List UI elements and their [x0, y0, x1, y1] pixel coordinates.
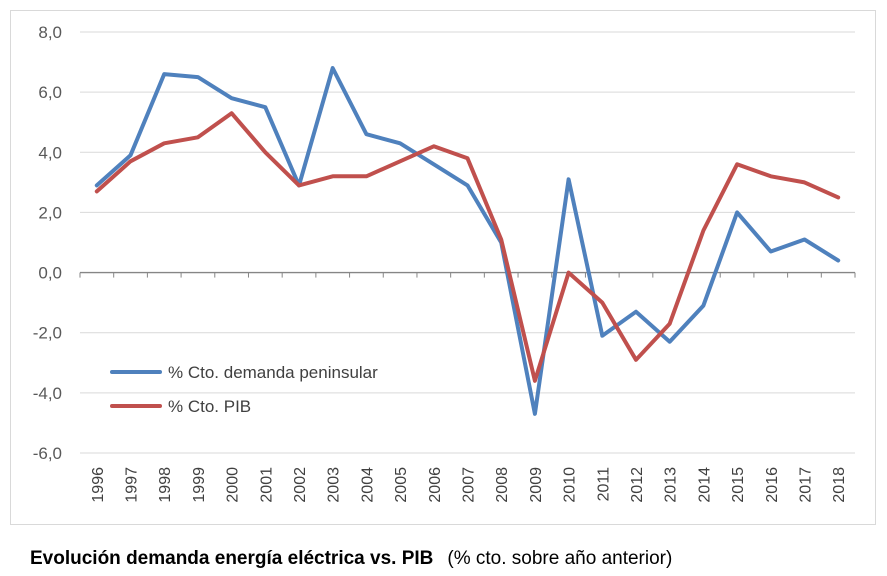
- x-tick-label: 1999: [191, 467, 208, 503]
- x-tick-label: 2006: [427, 467, 444, 503]
- caption-note: (% cto. sobre año anterior): [447, 548, 673, 569]
- caption-title: Evolución demanda energía eléctrica vs. …: [30, 548, 434, 569]
- chart-caption: Evolución demanda energía eléctrica vs. …: [30, 548, 672, 570]
- x-tick-label: 2016: [764, 467, 781, 503]
- y-tick-label: -2,0: [33, 324, 62, 343]
- x-tick-label: 2002: [292, 467, 309, 503]
- x-tick-label: 2004: [359, 467, 376, 503]
- line-chart: 8,0 6,0 4,0 2,0 0,0 -2,0 -4,0 -6,0 1996 1997 1998 1…: [33, 23, 856, 503]
- x-tick-label: 2008: [494, 467, 511, 503]
- x-tick-label: 2003: [326, 467, 343, 503]
- x-tick-label: 2013: [663, 467, 680, 503]
- x-tick-label: 2015: [730, 467, 747, 503]
- chart-frame: [10, 10, 876, 525]
- x-tick-label: 2009: [528, 467, 545, 503]
- x-tick-label: 2005: [393, 467, 410, 503]
- legend-label-1: % Cto. demanda peninsular: [168, 363, 378, 382]
- series-line-2: [94, 111, 841, 383]
- x-tick-label: 2012: [629, 467, 646, 503]
- y-tick-label: -4,0: [33, 384, 62, 403]
- x-tick-label: 2001: [258, 467, 275, 503]
- x-tick-label: 2007: [461, 467, 478, 503]
- legend-label-2: % Cto. PIB: [168, 397, 251, 416]
- y-tick-label: 0,0: [38, 264, 62, 283]
- y-tick-label: 8,0: [38, 23, 62, 42]
- y-tick-label: 2,0: [38, 203, 62, 222]
- series-line-1: [94, 66, 841, 416]
- x-tick-label: 2018: [831, 467, 848, 503]
- x-tick-label: 2014: [696, 467, 713, 503]
- y-tick-label: -6,0: [33, 444, 62, 463]
- x-tick-label: 2000: [225, 467, 242, 503]
- y-tick-label: 6,0: [38, 83, 62, 102]
- x-tick-label: 2017: [797, 467, 814, 503]
- x-tick-label: 1996: [90, 467, 107, 503]
- x-tick-label: 2010: [562, 467, 579, 503]
- y-tick-label: 4,0: [38, 143, 62, 162]
- x-tick-label: 2011: [595, 467, 612, 502]
- x-tick-label: 1997: [124, 467, 141, 503]
- x-tick-label: 1998: [157, 467, 174, 503]
